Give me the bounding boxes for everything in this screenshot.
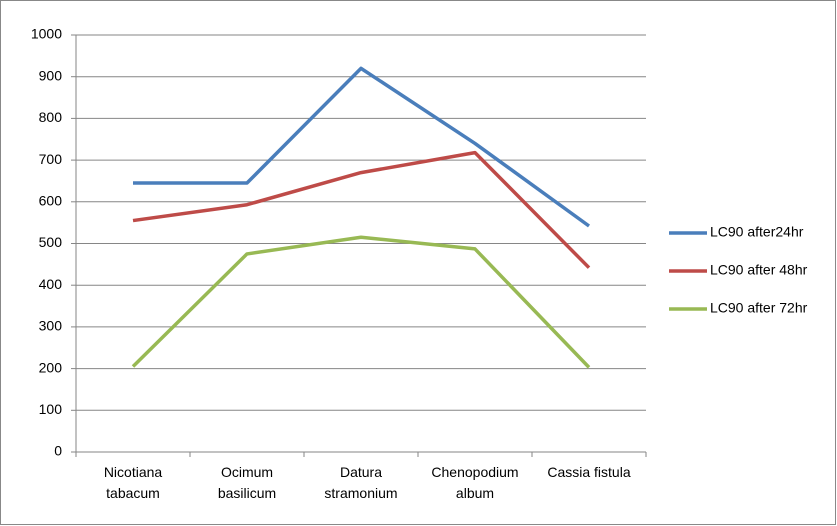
y-tick-label: 100 <box>39 401 63 417</box>
y-tick-label: 900 <box>39 67 63 83</box>
y-tick-label: 200 <box>39 359 63 375</box>
y-tick-label: 700 <box>39 151 63 167</box>
y-tick-label: 500 <box>39 234 63 250</box>
y-tick-label: 300 <box>39 318 63 334</box>
x-tick-label: Nicotiana tabacum <box>103 464 163 501</box>
x-tick-label: Ocimum basilicum <box>217 464 277 501</box>
legend-label: LC90 after24hr <box>710 224 804 240</box>
y-tick-label: 600 <box>39 193 63 209</box>
x-tick-label: Datura stramonium <box>324 464 398 501</box>
legend-label: LC90 after 72hr <box>710 300 808 316</box>
y-tick-label: 0 <box>54 443 62 459</box>
line-series <box>133 66 591 228</box>
y-tick-label: 400 <box>39 276 63 292</box>
x-tick-label: Cassia fistula <box>547 464 631 480</box>
line-series <box>131 235 591 369</box>
x-tick-label: Chenopodium album <box>431 464 519 501</box>
y-tick-label: 800 <box>39 109 63 125</box>
y-tick-label: 1000 <box>31 26 62 42</box>
legend-label: LC90 after 48hr <box>710 262 808 278</box>
line-series <box>132 150 591 269</box>
